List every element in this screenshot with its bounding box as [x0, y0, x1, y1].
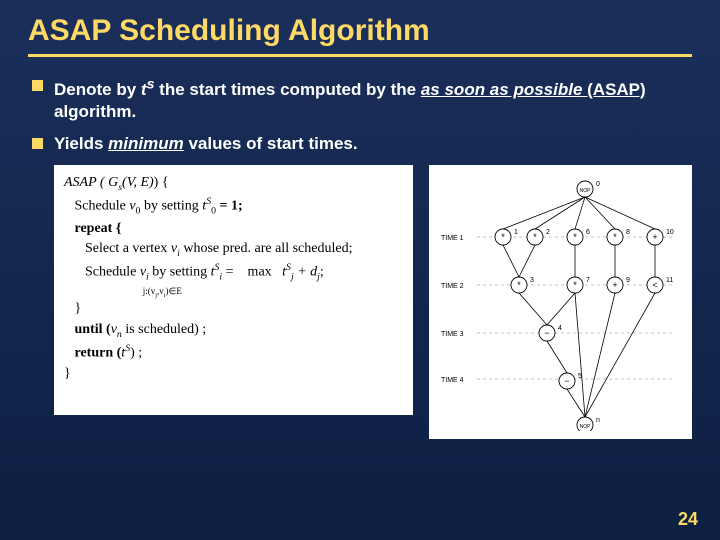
pseudocode-panel: ASAP ( Gs(V, E)) { Schedule v0 by settin…	[54, 165, 413, 415]
svg-text:−: −	[544, 328, 549, 338]
svg-text:*: *	[573, 280, 577, 290]
bullet-2-text: Yields minimum values of start times.	[54, 134, 358, 153]
svg-text:11: 11	[666, 277, 673, 284]
svg-text:3: 3	[530, 277, 534, 284]
slide-title: ASAP Scheduling Algorithm	[28, 14, 692, 48]
diagram-panel: NOP 0 * 1 * 2 * 6 * 8 +10 * 3 * 7 +9 <11 − 4 − 5 NOP n TIME 1 TI…	[429, 165, 692, 439]
svg-text:*: *	[573, 232, 577, 242]
svg-text:TIME 4: TIME 4	[441, 377, 464, 384]
bullet-icon	[32, 80, 43, 91]
bullet-1: Denote by ts the start times computed by…	[28, 75, 692, 123]
svg-text:4: 4	[558, 325, 562, 332]
page-number: 24	[678, 509, 698, 530]
svg-text:0: 0	[596, 181, 600, 188]
svg-text:2: 2	[546, 229, 550, 236]
svg-text:*: *	[517, 280, 521, 290]
svg-text:<: <	[652, 280, 657, 290]
svg-text:TIME 1: TIME 1	[441, 235, 464, 242]
svg-text:8: 8	[626, 229, 630, 236]
svg-text:10: 10	[666, 229, 674, 236]
svg-text:TIME 2: TIME 2	[441, 283, 464, 290]
svg-text:TIME 3: TIME 3	[441, 331, 464, 338]
scheduling-dag: NOP 0 * 1 * 2 * 6 * 8 +10 * 3 * 7 +9 <11 − 4 − 5 NOP n TIME 1 TI…	[439, 173, 683, 431]
svg-text:+: +	[652, 232, 657, 242]
svg-text:NOP: NOP	[579, 424, 591, 430]
svg-text:−: −	[564, 376, 569, 386]
svg-text:n: n	[596, 417, 600, 424]
svg-text:7: 7	[586, 277, 590, 284]
svg-text:+: +	[612, 280, 617, 290]
svg-text:*: *	[533, 232, 537, 242]
bullet-icon	[32, 138, 43, 149]
svg-text:*: *	[613, 232, 617, 242]
svg-text:9: 9	[626, 277, 630, 284]
title-rule	[28, 54, 692, 57]
bullet-1-text: Denote by ts the start times computed by…	[54, 80, 646, 121]
svg-text:NOP: NOP	[579, 188, 591, 194]
svg-text:*: *	[501, 232, 505, 242]
bullet-2: Yields minimum values of start times.	[28, 133, 692, 155]
svg-text:5: 5	[578, 373, 582, 380]
svg-text:6: 6	[586, 229, 590, 236]
svg-text:1: 1	[514, 229, 518, 236]
